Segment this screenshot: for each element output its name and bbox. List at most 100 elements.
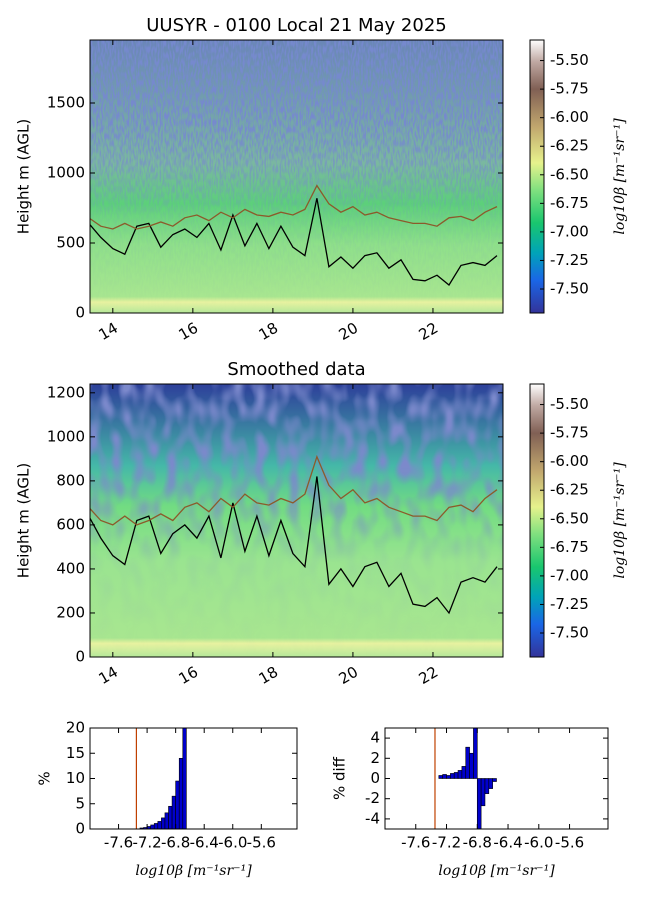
x-tick-label: 20 — [336, 663, 362, 688]
x-tick-label: 18 — [256, 663, 282, 688]
y-tick-label: 600 — [56, 515, 85, 533]
y-tick-label: 15 — [66, 744, 85, 762]
y-tick-label: 1000 — [47, 427, 85, 445]
colorbar-label: log10β [m⁻¹sr⁻¹] — [612, 118, 628, 235]
x-tick-label: -7.2 — [432, 834, 461, 852]
bar — [465, 746, 470, 779]
x-tick-label: -6.4 — [493, 834, 522, 852]
colorbar-tick-label: -7.25 — [550, 595, 589, 613]
y-tick-label: 0 — [75, 304, 85, 322]
colorbar-tick-label: -5.50 — [550, 51, 589, 69]
y-tick-label: 0 — [75, 820, 85, 838]
colorbar-tick-label: -7.50 — [550, 280, 589, 298]
y-tick-label: -4 — [365, 809, 380, 827]
x-axis-label: log10β [m⁻¹sr⁻¹] — [135, 863, 252, 879]
y-tick-label: 2 — [370, 749, 380, 767]
y-tick-label: 5 — [75, 794, 85, 812]
x-tick-label: -6.4 — [190, 834, 219, 852]
bar — [457, 770, 463, 779]
y-tick-label: 0 — [75, 648, 85, 666]
bar — [492, 778, 497, 782]
bar — [157, 821, 162, 829]
bar — [168, 805, 173, 829]
bar — [442, 774, 447, 779]
y-tick-label: 800 — [56, 471, 85, 489]
x-tick-label: 18 — [256, 319, 282, 344]
heatmap-noise — [90, 384, 503, 657]
y-tick-label: 1000 — [47, 164, 85, 182]
y-axis-label: % diff — [331, 756, 349, 800]
x-tick-label: 14 — [96, 663, 122, 688]
colorbar-tick-label: -6.50 — [550, 165, 589, 183]
line — [90, 198, 498, 286]
bar — [476, 778, 482, 829]
bar — [153, 823, 159, 829]
chart-title: Smoothed data — [227, 359, 365, 380]
x-tick-label: 20 — [336, 319, 362, 344]
bar — [178, 757, 184, 829]
line — [90, 184, 498, 230]
colorbar-tick-label: -6.00 — [550, 452, 589, 470]
colorbar-tick-label: -6.50 — [550, 509, 589, 527]
bar — [473, 728, 478, 779]
x-tick-label: -6.0 — [524, 834, 553, 852]
colorbar-tick-label: -6.25 — [550, 481, 589, 499]
x-tick-label: 22 — [416, 663, 442, 688]
y-axis-label: % — [36, 771, 54, 785]
colorbar-tick-label: -6.00 — [550, 108, 589, 126]
bar — [438, 775, 443, 779]
colorbar-tick-label: -5.75 — [550, 424, 589, 442]
plot-area — [434, 728, 497, 829]
x-tick-label: 22 — [416, 319, 442, 344]
bar — [446, 775, 451, 779]
bar — [453, 772, 459, 779]
y-tick-label: 10 — [66, 769, 85, 787]
x-tick-label: -7.6 — [104, 834, 133, 852]
y-tick-label: 500 — [56, 234, 85, 252]
line — [90, 454, 498, 526]
y-tick-label: 0 — [370, 769, 380, 787]
plot-area — [135, 728, 187, 829]
colorbar-tick-label: -5.50 — [550, 395, 589, 413]
colorbar-tick-label: -7.50 — [550, 624, 589, 642]
colorbar-tick-label: -5.75 — [550, 80, 589, 98]
axes-frame — [89, 383, 504, 658]
y-tick-label: 200 — [56, 603, 85, 621]
y-tick-label: 400 — [56, 559, 85, 577]
y-tick-label: 1500 — [47, 94, 85, 112]
x-tick-label: 16 — [176, 663, 202, 688]
x-tick-label: 14 — [96, 319, 122, 344]
colorbar-tick-label: -7.25 — [550, 251, 589, 269]
plot-area — [90, 384, 503, 657]
chart-title: UUSYR - 0100 Local 21 May 2025 — [146, 15, 447, 36]
y-tick-label: -2 — [365, 789, 380, 807]
colorbar-tick-label: -6.75 — [550, 194, 589, 212]
bar — [175, 780, 180, 829]
y-tick-label: 1200 — [47, 383, 85, 401]
colorbar — [529, 39, 545, 314]
line — [90, 476, 498, 615]
x-tick-label: -6.8 — [161, 834, 190, 852]
x-axis-label: log10β [m⁻¹sr⁻¹] — [438, 863, 555, 879]
plot-area — [90, 40, 503, 313]
colorbar-label: log10β [m⁻¹sr⁻¹] — [612, 462, 628, 579]
x-tick-label: -7.6 — [401, 834, 430, 852]
bar — [461, 766, 467, 779]
y-axis-label: Height m (AGL) — [15, 463, 33, 578]
heatmap-noise — [90, 40, 503, 313]
colorbar-tick-label: -6.75 — [550, 538, 589, 556]
bar — [450, 773, 455, 779]
y-tick-label: 20 — [66, 719, 85, 737]
bar — [469, 752, 474, 779]
bar — [480, 778, 486, 807]
bar — [161, 817, 166, 829]
x-tick-label: -7.2 — [132, 834, 161, 852]
x-tick-label: -6.8 — [463, 834, 492, 852]
colorbar-tick-label: -7.00 — [550, 222, 589, 240]
y-tick-label: 4 — [370, 729, 380, 747]
axes-frame — [89, 727, 298, 830]
bar — [488, 778, 493, 789]
bar — [484, 778, 490, 794]
y-axis-label: Height m (AGL) — [15, 119, 33, 234]
